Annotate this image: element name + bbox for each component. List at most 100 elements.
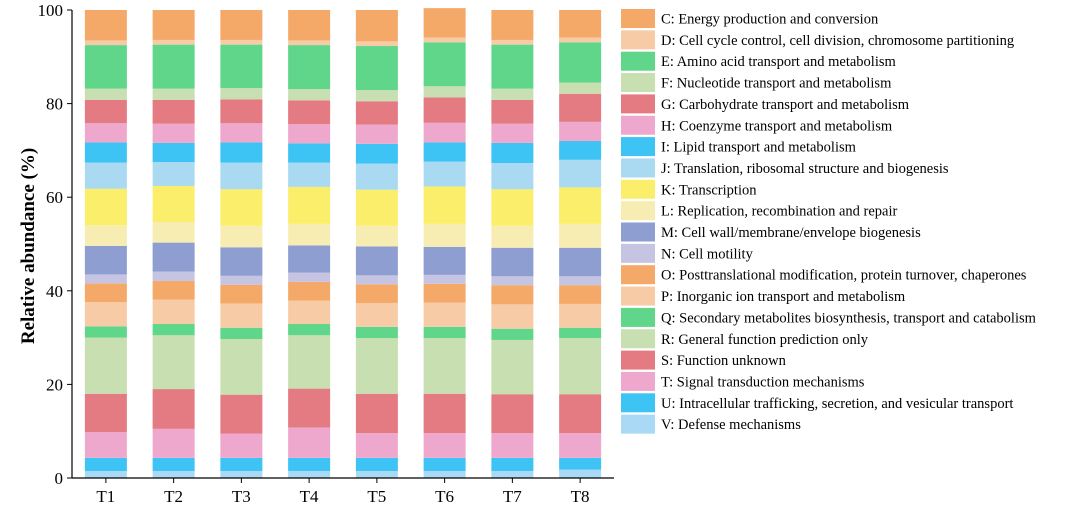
legend-swatch-q [621, 307, 655, 327]
bar-segment-t7-c [491, 10, 534, 40]
legend-swatch-e [621, 51, 655, 71]
bar-segment-t5-f [355, 90, 398, 102]
bar-segment-t2-f [152, 88, 195, 100]
bar-segment-t6-t [423, 433, 466, 458]
y-tick-label: 80 [46, 95, 63, 114]
legend-label-d: D: Cell cycle control, cell division, ch… [661, 33, 1014, 49]
bar-segment-t7-v [491, 470, 534, 478]
bar-segment-t7-i [491, 142, 534, 164]
bar-segment-t4-j [288, 162, 331, 187]
bar-segment-t8-v [559, 469, 602, 478]
bar-segment-t3-q [220, 327, 263, 340]
legend-swatch-c [621, 9, 655, 28]
x-tick-label: T8 [571, 487, 590, 506]
bar-segment-t1-g [84, 99, 127, 124]
bar-segment-t6-u [423, 457, 466, 471]
bar-segment-t6-g [423, 97, 466, 123]
bar-segment-t3-n [220, 275, 263, 285]
bar-segment-t2-e [152, 44, 195, 89]
bar-segment-t2-p [152, 299, 195, 325]
legend-swatch-i [621, 137, 655, 157]
bar-segment-t5-q [355, 326, 398, 339]
legend-label-l: L: Replication, recombination and repair [661, 204, 898, 220]
legend-swatch-l [621, 201, 655, 221]
bar-segment-t6-i [423, 142, 466, 162]
bar-segment-t6-d [423, 37, 466, 43]
bar-segment-t7-o [491, 285, 534, 305]
bar-segment-t4-n [288, 272, 331, 282]
bar-segment-t7-h [491, 123, 534, 143]
bar-segment-t6-m [423, 246, 466, 275]
x-tick-label: T7 [503, 487, 522, 506]
bar-segment-t2-v [152, 470, 195, 478]
bar-segment-t3-i [220, 142, 263, 163]
bar-segment-t4-v [288, 470, 331, 478]
bar-segment-t2-c [152, 10, 195, 40]
bar-segment-t5-m [355, 246, 398, 276]
legend-swatch-g [621, 94, 655, 114]
bar-segment-t7-e [491, 44, 534, 89]
bar-segment-t3-d [220, 39, 263, 45]
legend-label-t: T: Signal transduction mechanisms [661, 374, 865, 390]
bar-segment-t8-u [559, 457, 602, 470]
bar-segment-t7-q [491, 328, 534, 340]
bar-segment-t4-m [288, 245, 331, 273]
bar-segment-t4-q [288, 324, 331, 336]
bar-segment-t7-n [491, 276, 534, 286]
bar-segment-t2-h [152, 123, 195, 143]
bar-segment-t8-t [559, 433, 602, 458]
bar-segment-t7-d [491, 39, 534, 45]
bar-segment-t8-j [559, 159, 602, 188]
bar-segment-t1-l [84, 225, 127, 246]
bar-segment-t5-l [355, 225, 398, 247]
legend-label-p: P: Inorganic ion transport and metabolis… [661, 289, 906, 305]
bar-segment-t1-q [84, 326, 127, 338]
bar-segment-t5-e [355, 46, 398, 91]
bar-segment-t1-d [84, 40, 127, 46]
bar-segment-t8-f [559, 82, 602, 94]
bar-segment-t3-o [220, 284, 263, 304]
legend-label-j: J: Translation, ribosomal structure and … [661, 161, 949, 177]
bar-segment-t5-r [355, 338, 398, 394]
bar-segment-t4-s [288, 388, 331, 428]
bar-segment-t3-f [220, 88, 263, 100]
bar-segment-t4-r [288, 335, 331, 389]
legend-label-o: O: Posttranslational modification, prote… [661, 268, 1027, 284]
bar-segment-t3-k [220, 189, 263, 226]
bar-segment-t4-l [288, 223, 331, 246]
bar-segment-t4-i [288, 143, 331, 163]
legend-swatch-u [621, 393, 655, 413]
legend-swatch-n [621, 243, 655, 263]
bar-segment-t3-p [220, 303, 263, 328]
legend-label-f: F: Nucleotide transport and metabolism [661, 76, 892, 92]
bar-segment-t2-q [152, 324, 195, 336]
bar-segment-t7-g [491, 99, 534, 124]
bar-segment-t2-r [152, 335, 195, 390]
bar-segment-t6-q [423, 326, 466, 339]
x-tick-label: T6 [435, 487, 454, 506]
y-tick-label: 40 [46, 282, 63, 301]
bar-segment-t3-r [220, 339, 263, 395]
x-tick-label: T1 [96, 487, 115, 506]
legend-label-i: I: Lipid transport and metabolism [661, 140, 857, 156]
legend-label-m: M: Cell wall/membrane/envelope biogenesi… [661, 225, 921, 241]
bar-segment-t2-m [152, 242, 195, 272]
bar-segment-t2-l [152, 222, 195, 243]
bar-segment-t1-e [84, 45, 127, 89]
x-tick-label: T3 [232, 487, 251, 506]
bar-segment-t5-o [355, 284, 398, 303]
bar-segment-t6-s [423, 393, 466, 434]
legend-swatch-t [621, 371, 655, 391]
bar-segment-t8-o [559, 285, 602, 304]
bar-segment-t6-p [423, 302, 466, 327]
x-tick-label: T2 [164, 487, 183, 506]
bar-segment-t8-s [559, 394, 602, 434]
bar-segment-t1-c [84, 10, 127, 41]
bar-segment-t6-k [423, 186, 466, 224]
bar-segment-t3-v [220, 470, 263, 478]
x-tick-label: T4 [300, 487, 319, 506]
bar-segment-t2-s [152, 389, 195, 429]
bar-segment-t1-f [84, 88, 127, 100]
bar-segment-t5-t [355, 433, 398, 458]
